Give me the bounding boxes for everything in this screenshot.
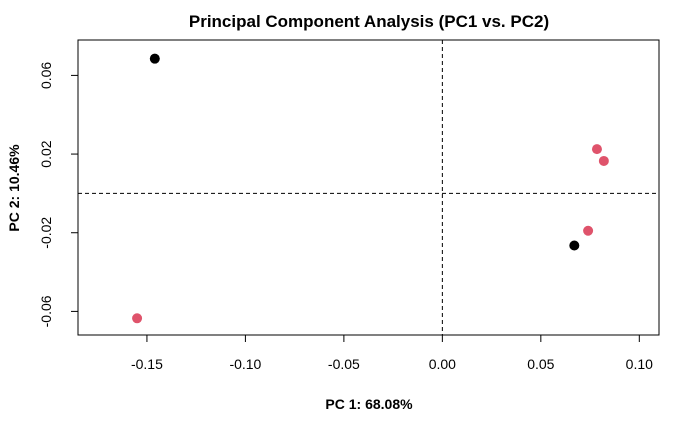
- chart-title: Principal Component Analysis (PC1 vs. PC…: [189, 12, 549, 31]
- x-tick-label: -0.10: [229, 356, 261, 372]
- x-tick-label: -0.05: [328, 356, 360, 372]
- y-tick-label: -0.06: [38, 295, 54, 327]
- data-point: [598, 155, 609, 166]
- plot-frame: [77, 39, 660, 336]
- x-tick-label: -0.15: [131, 356, 163, 372]
- x-tick-label: 0.10: [626, 356, 653, 372]
- x-tick-label: 0.00: [429, 356, 456, 372]
- x-tick-label: 0.05: [527, 356, 554, 372]
- y-tick-label: 0.06: [38, 62, 54, 89]
- y-tick-label: 0.02: [38, 140, 54, 167]
- data-point: [149, 53, 160, 64]
- data-point: [583, 225, 594, 236]
- plot-layer: -0.15 -0.10 -0.05 0.00 0.05 0.10 -0.06 -0.02 0.0…: [38, 39, 660, 372]
- data-point: [132, 313, 143, 324]
- y-axis-label: PC 2: 10.46%: [6, 144, 22, 232]
- data-point: [569, 240, 580, 251]
- y-tick-label: -0.02: [38, 217, 54, 249]
- data-point: [591, 144, 602, 155]
- x-axis-label: PC 1: 68.08%: [325, 396, 413, 412]
